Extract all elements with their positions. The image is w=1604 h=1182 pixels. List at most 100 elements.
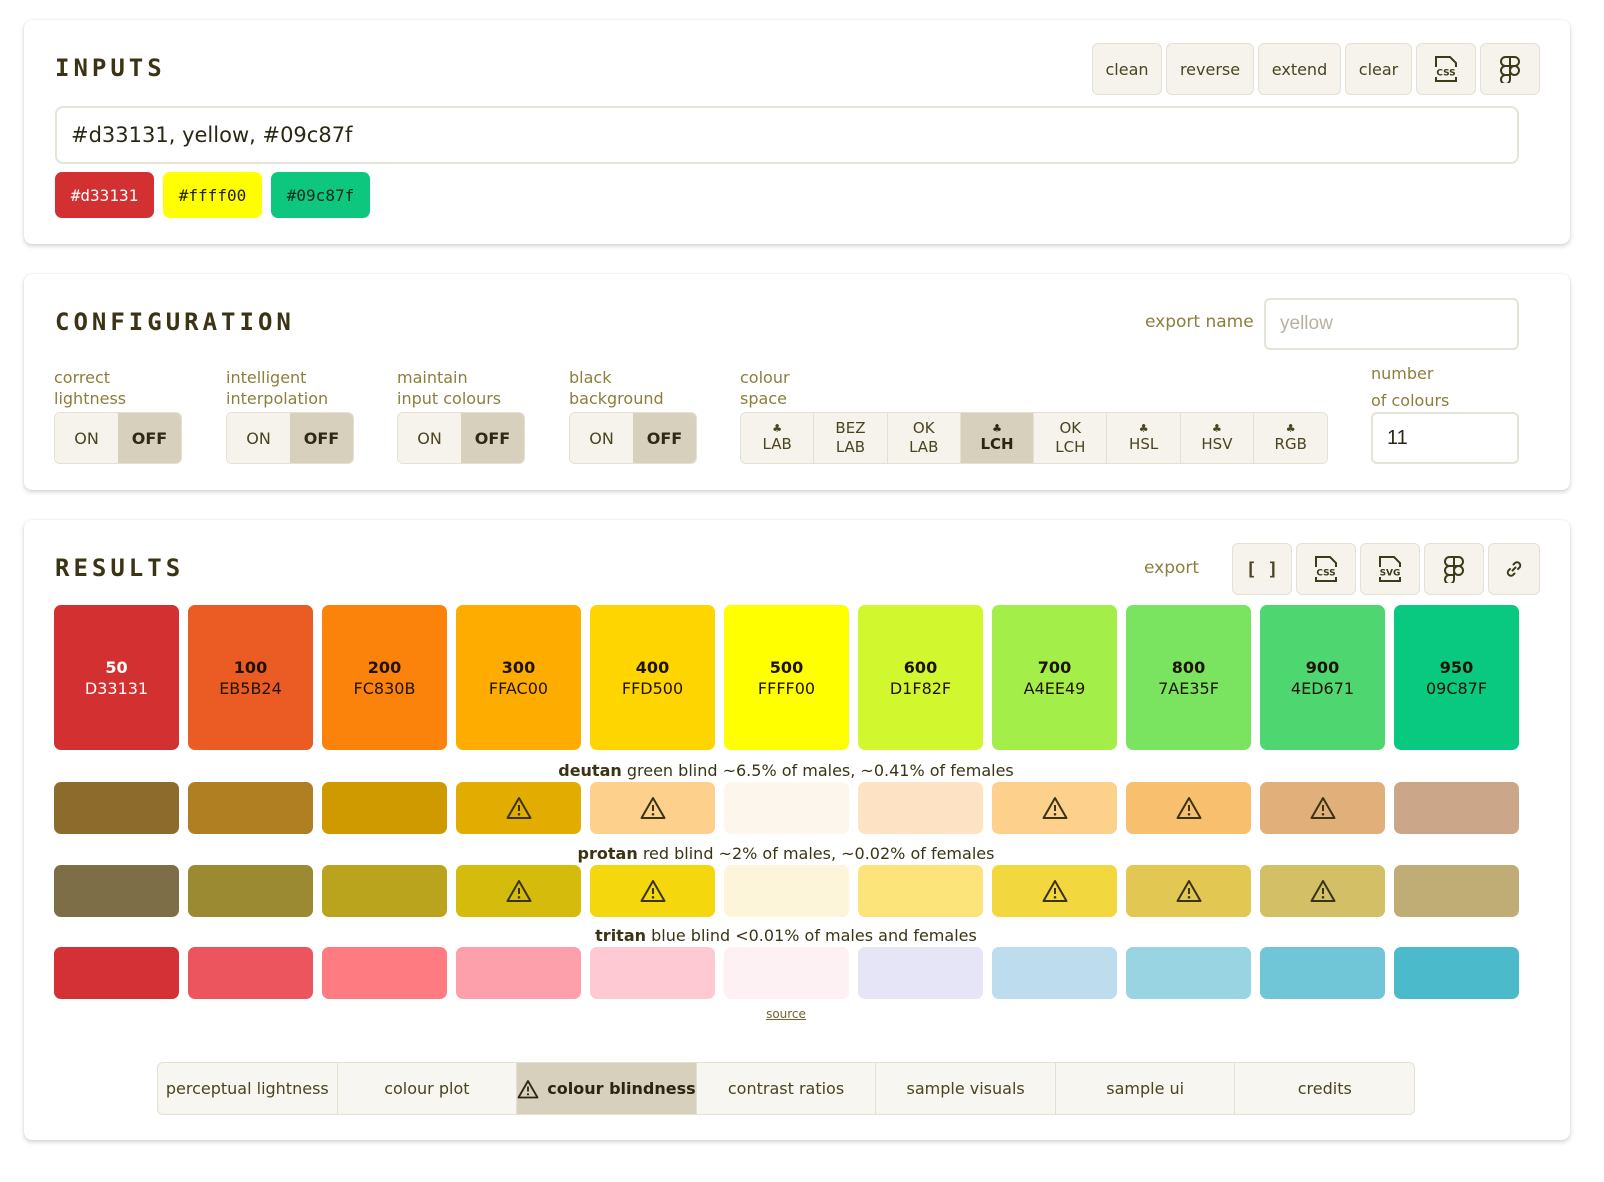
simulated-swatch bbox=[188, 782, 313, 834]
tab-colour-plot[interactable]: colour plot bbox=[338, 1063, 518, 1114]
reverse-button[interactable]: reverse bbox=[1166, 43, 1254, 95]
warning-triangle-icon bbox=[1176, 880, 1201, 902]
swatch-hex: 7AE35F bbox=[1158, 678, 1219, 698]
tab-contrast-ratios[interactable]: contrast ratios bbox=[697, 1063, 877, 1114]
export-array-button[interactable]: [ ] bbox=[1232, 543, 1292, 595]
label-line: intelligent bbox=[226, 368, 307, 387]
tritan-caption: tritan blue blind <0.01% of males and fe… bbox=[24, 926, 1548, 945]
swatch[interactable]: 300 FFAC00 bbox=[456, 605, 581, 750]
maintain-input-colours-toggle[interactable]: ON OFF bbox=[397, 412, 525, 464]
brackets-icon: [ ] bbox=[1245, 558, 1279, 580]
colour-space-ok-lab[interactable]: OK LAB bbox=[887, 413, 961, 463]
export-css-button[interactable]: CSS bbox=[1296, 543, 1356, 595]
tab-perceptual-lightness[interactable]: perceptual lightness bbox=[158, 1063, 338, 1114]
sim-name: tritan bbox=[595, 926, 647, 945]
colour-input[interactable] bbox=[55, 106, 1519, 164]
colour-space-ok-lch[interactable]: OK LCH bbox=[1034, 413, 1108, 463]
swatch[interactable]: 400 FFD500 bbox=[590, 605, 715, 750]
tab-sample-ui[interactable]: sample ui bbox=[1056, 1063, 1236, 1114]
export-svg-button[interactable]: SVG bbox=[1360, 543, 1420, 595]
toggle-on[interactable]: ON bbox=[55, 413, 118, 463]
swatch[interactable]: 900 4ED671 bbox=[1260, 605, 1385, 750]
swatch[interactable]: 600 D1F82F bbox=[858, 605, 983, 750]
swatch-step: 100 bbox=[233, 657, 268, 677]
copy-link-button[interactable] bbox=[1488, 543, 1540, 595]
simulated-swatch bbox=[54, 782, 179, 834]
css-file-icon: CSS bbox=[1434, 56, 1458, 82]
export-name-input[interactable] bbox=[1264, 298, 1519, 350]
swatch[interactable]: 50 D33131 bbox=[54, 605, 179, 750]
swatch[interactable]: 800 7AE35F bbox=[1126, 605, 1251, 750]
correct-lightness-toggle[interactable]: ON OFF bbox=[54, 412, 182, 464]
toggle-off[interactable]: OFF bbox=[290, 413, 353, 463]
number-of-colours-input[interactable] bbox=[1371, 412, 1519, 464]
tab-credits[interactable]: credits bbox=[1235, 1063, 1414, 1114]
inputs-panel: INPUTS clean reverse extend clear CSS bbox=[24, 20, 1570, 244]
simulated-swatch bbox=[1394, 865, 1519, 917]
input-chip[interactable]: #09c87f bbox=[271, 172, 370, 218]
export-figma-button[interactable] bbox=[1424, 543, 1484, 595]
swatch[interactable]: 500 FFFF00 bbox=[724, 605, 849, 750]
correct-lightness-label: correct lightness bbox=[54, 367, 126, 409]
tab-label: colour blindness bbox=[547, 1079, 696, 1098]
clean-button[interactable]: clean bbox=[1092, 43, 1162, 95]
venn-icon: ♣ bbox=[1285, 421, 1296, 435]
space-label: HSV bbox=[1201, 434, 1233, 453]
toggle-off[interactable]: OFF bbox=[118, 413, 181, 463]
toggle-on[interactable]: ON bbox=[570, 413, 633, 463]
results-title: RESULTS bbox=[55, 554, 185, 582]
svg-text:CSS: CSS bbox=[1316, 569, 1335, 579]
simulated-swatch bbox=[858, 865, 983, 917]
colour-space-lab[interactable]: ♣ LAB bbox=[741, 413, 815, 463]
simulated-swatch bbox=[1126, 865, 1251, 917]
space-label: LAB bbox=[909, 438, 939, 456]
swatch-hex: EB5B24 bbox=[219, 678, 282, 698]
space-label: LAB bbox=[835, 438, 866, 456]
space-label: BEZ bbox=[835, 419, 866, 437]
input-chip[interactable]: #d33131 bbox=[55, 172, 154, 218]
colour-space-bez-lab[interactable]: BEZ LAB bbox=[814, 413, 888, 463]
simulated-swatch bbox=[456, 947, 581, 999]
swatch[interactable]: 950 09C87F bbox=[1394, 605, 1519, 750]
css-export-button[interactable]: CSS bbox=[1416, 43, 1476, 95]
input-chip[interactable]: #ffff00 bbox=[163, 172, 262, 218]
tab-sample-visuals[interactable]: sample visuals bbox=[876, 1063, 1056, 1114]
label-line: background bbox=[569, 389, 664, 408]
swatch[interactable]: 100 EB5B24 bbox=[188, 605, 313, 750]
protan-caption: protan red blind ~2% of males, ~0.02% of… bbox=[24, 844, 1548, 863]
label-line: number bbox=[1371, 364, 1434, 383]
configuration-panel: CONFIGURATION export name correct lightne… bbox=[24, 274, 1570, 490]
results-tabs: perceptual lightness colour plot colour … bbox=[157, 1062, 1415, 1115]
toggle-off[interactable]: OFF bbox=[633, 413, 696, 463]
intelligent-interpolation-label: intelligent interpolation bbox=[226, 367, 328, 409]
figma-button[interactable] bbox=[1480, 43, 1540, 95]
extend-button[interactable]: extend bbox=[1258, 43, 1341, 95]
sim-desc: red blind ~2% of males, ~0.02% of female… bbox=[642, 844, 995, 863]
swatch[interactable]: 700 A4EE49 bbox=[992, 605, 1117, 750]
tab-label: contrast ratios bbox=[727, 1079, 845, 1098]
simulated-swatch bbox=[590, 947, 715, 999]
simulated-swatch bbox=[992, 947, 1117, 999]
simulated-swatch bbox=[322, 865, 447, 917]
toggle-off[interactable]: OFF bbox=[461, 413, 524, 463]
configuration-title: CONFIGURATION bbox=[55, 308, 295, 336]
black-background-toggle[interactable]: ON OFF bbox=[569, 412, 697, 464]
toggle-on[interactable]: ON bbox=[398, 413, 461, 463]
swatch[interactable]: 200 FC830B bbox=[322, 605, 447, 750]
simulated-swatch bbox=[724, 782, 849, 834]
intelligent-interpolation-toggle[interactable]: ON OFF bbox=[226, 412, 354, 464]
colour-space-rgb[interactable]: ♣ RGB bbox=[1254, 413, 1328, 463]
swatch-step: 200 bbox=[367, 657, 402, 677]
figma-icon bbox=[1500, 56, 1520, 83]
colour-space-lch[interactable]: ♣ LCH bbox=[960, 413, 1035, 463]
clear-button[interactable]: clear bbox=[1345, 43, 1412, 95]
colour-space-hsl[interactable]: ♣ HSL bbox=[1107, 413, 1181, 463]
label-line: colour bbox=[740, 368, 790, 387]
tab-colour-blindness[interactable]: colour blindness bbox=[517, 1063, 697, 1114]
source-link[interactable]: source bbox=[766, 1007, 806, 1021]
colour-space-hsv[interactable]: ♣ HSV bbox=[1180, 413, 1255, 463]
toggle-on[interactable]: ON bbox=[227, 413, 290, 463]
simulated-swatch bbox=[724, 865, 849, 917]
warning-triangle-icon bbox=[506, 880, 531, 902]
swatch-step: 700 bbox=[1037, 657, 1072, 677]
